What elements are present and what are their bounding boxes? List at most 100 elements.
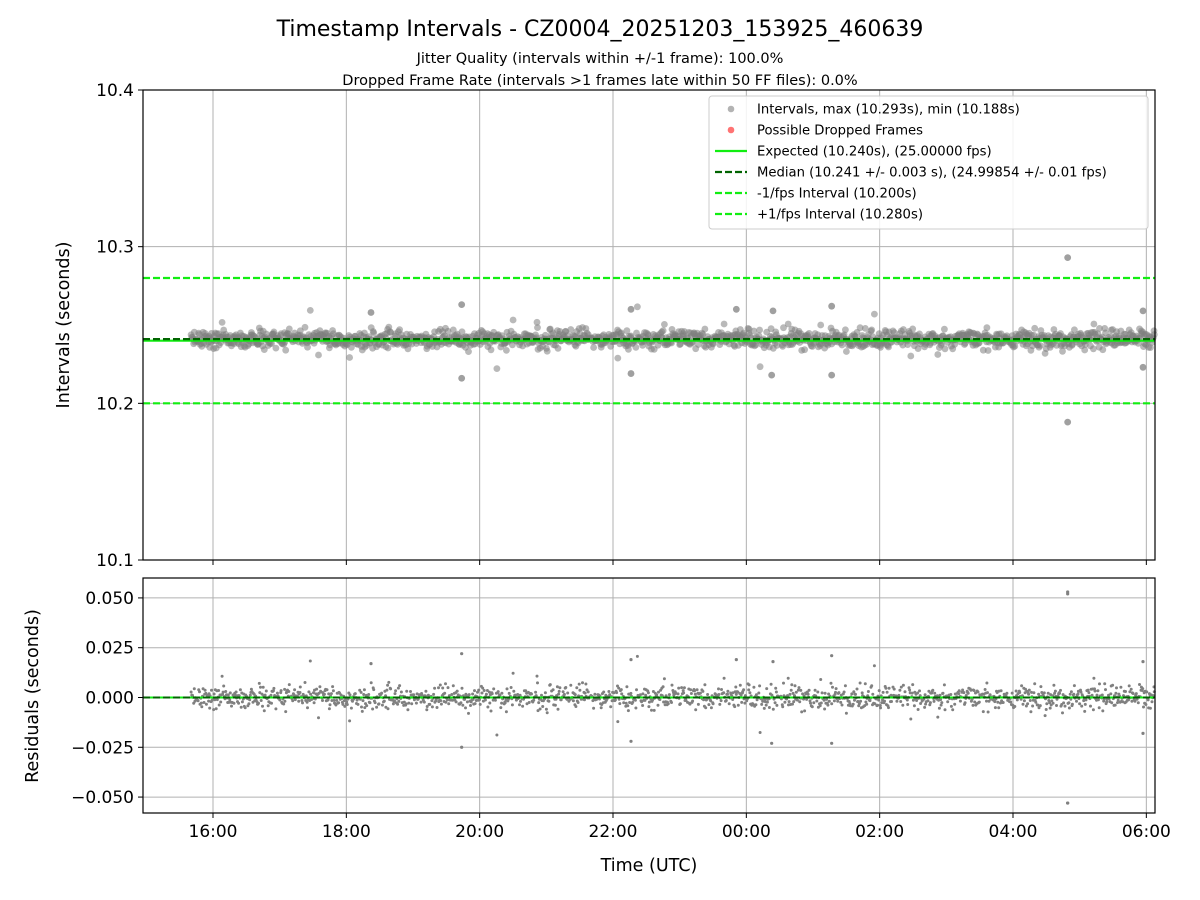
interval-outlier-point xyxy=(627,370,635,377)
residual-point xyxy=(259,685,262,689)
residual-point xyxy=(1124,690,1127,693)
residual-point xyxy=(327,692,331,696)
residual-point xyxy=(717,687,720,691)
residual-outlier-point xyxy=(460,745,464,749)
residual-point xyxy=(425,705,429,708)
residual-point xyxy=(454,700,458,704)
residual-point xyxy=(752,685,756,689)
residual-point xyxy=(718,702,722,706)
residual-point xyxy=(926,699,930,703)
interval-outlier-point xyxy=(769,307,777,315)
residual-point xyxy=(986,710,990,714)
residual-point xyxy=(964,694,968,697)
residual-point xyxy=(707,703,711,707)
interval-outlier-point xyxy=(367,309,375,316)
residual-point xyxy=(238,688,242,692)
residual-point xyxy=(544,707,548,711)
residuals-y-tick-label: 0.025 xyxy=(85,639,134,659)
residual-point xyxy=(734,692,738,696)
residual-point xyxy=(1001,701,1005,704)
residual-point xyxy=(740,700,744,704)
residual-point xyxy=(905,698,909,702)
residual-point xyxy=(437,686,440,690)
residual-point xyxy=(556,707,560,711)
residual-point xyxy=(760,702,764,706)
residual-point xyxy=(481,686,485,690)
residual-point xyxy=(396,702,400,706)
residual-point xyxy=(985,699,988,703)
interval-point xyxy=(1036,342,1044,349)
residual-point xyxy=(360,705,363,709)
residual-point xyxy=(487,690,491,694)
interval-outlier-point xyxy=(458,374,466,382)
residual-point xyxy=(626,709,630,713)
interval-point xyxy=(899,341,907,349)
interval-point xyxy=(282,346,290,354)
residual-point xyxy=(878,704,882,707)
residual-point xyxy=(908,688,912,692)
residual-point xyxy=(887,706,890,710)
residual-point xyxy=(803,709,807,713)
residual-point xyxy=(325,688,329,692)
residual-outlier-point xyxy=(830,654,834,658)
residual-point xyxy=(1049,703,1053,707)
residual-point xyxy=(983,688,987,691)
residual-point xyxy=(329,692,333,696)
residual-point xyxy=(806,692,810,696)
residual-point xyxy=(870,684,874,688)
residual-point xyxy=(823,691,827,695)
residual-point xyxy=(422,700,426,704)
residual-point xyxy=(1087,691,1091,695)
residual-outlier-point xyxy=(629,739,633,743)
residual-point xyxy=(939,703,943,707)
residual-point xyxy=(999,689,1003,693)
residual-point xyxy=(503,701,507,705)
residual-point xyxy=(538,707,542,711)
residual-point xyxy=(816,690,820,694)
residual-point xyxy=(901,703,905,707)
residual-point xyxy=(932,699,936,703)
residual-point xyxy=(384,705,388,709)
residual-point xyxy=(1053,691,1057,695)
residual-point xyxy=(1098,682,1101,686)
legend-entry-plus: +1/fps Interval (10.280s) xyxy=(715,208,923,223)
residual-point xyxy=(214,707,218,711)
residual-point xyxy=(660,694,664,698)
residual-point xyxy=(1068,692,1072,696)
residual-point xyxy=(1090,693,1094,697)
residual-point xyxy=(447,694,451,698)
residual-point xyxy=(1122,694,1125,698)
residual-point xyxy=(1050,699,1054,703)
residual-point xyxy=(537,701,541,705)
interval-point xyxy=(304,343,311,351)
residual-point xyxy=(1053,689,1057,693)
residual-point xyxy=(500,701,504,705)
residual-point xyxy=(361,699,365,703)
interval-point xyxy=(842,326,849,334)
residual-point xyxy=(682,686,686,690)
residual-point xyxy=(872,664,876,668)
residual-point xyxy=(321,699,324,702)
residual-point xyxy=(221,692,225,696)
residual-point xyxy=(1096,689,1100,693)
interval-point xyxy=(784,320,792,328)
residual-point xyxy=(786,676,790,680)
interval-point xyxy=(1031,324,1039,332)
residual-point xyxy=(809,701,812,705)
residual-point xyxy=(362,688,366,692)
residual-point xyxy=(293,688,297,692)
residual-point xyxy=(438,683,442,687)
residual-point xyxy=(322,692,326,696)
interval-point xyxy=(268,340,275,347)
residual-point xyxy=(345,700,349,704)
residual-point xyxy=(775,703,779,707)
interval-outlier-point xyxy=(627,305,635,313)
interval-point xyxy=(543,347,551,355)
legend-entry-expected: Expected (10.240s), (25.00000 fps) xyxy=(715,145,992,160)
interval-point xyxy=(934,351,942,358)
residual-point xyxy=(1033,682,1037,686)
residual-point xyxy=(284,710,288,714)
residual-point xyxy=(215,698,219,702)
residual-point xyxy=(1089,704,1092,708)
residual-point xyxy=(986,691,989,695)
